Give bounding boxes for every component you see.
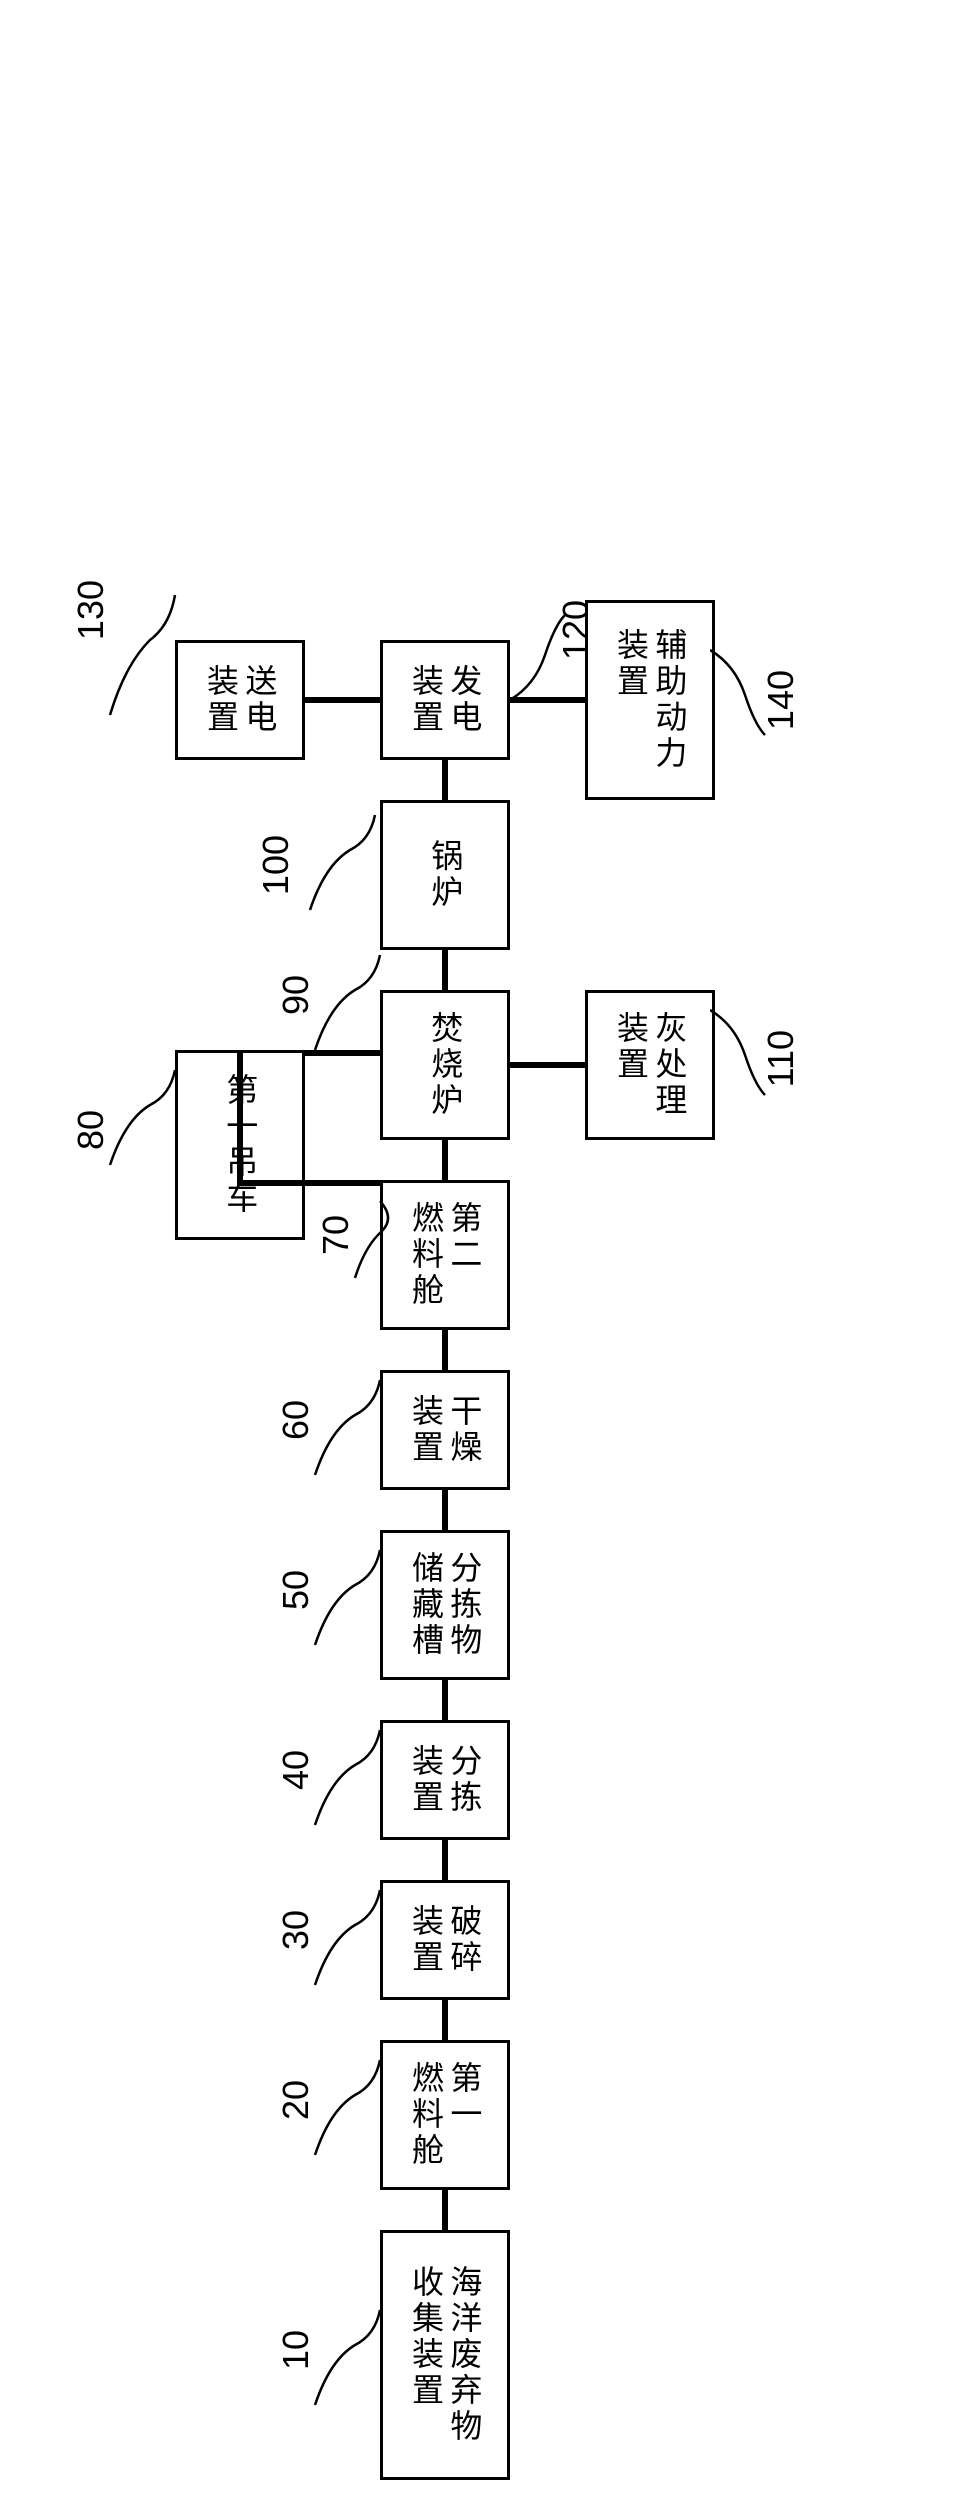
connector-6 [442,1140,448,1180]
leader-10 [510,605,610,765]
connector-2 [442,1840,448,1880]
leader-5 [300,1370,400,1530]
leader-12 [710,1000,810,1160]
node-label-n110: 灰处理 装置 [612,1011,689,1119]
leader-8 [300,945,400,1105]
node-label-n120: 发电 装置 [407,664,484,736]
connector-0 [442,2190,448,2230]
leader-7 [95,1060,195,1220]
node-label-n20: 第一 燃料舱 [407,2061,484,2169]
leader-1 [300,2050,400,2210]
connector-8 [442,760,448,800]
node-label-n130: 送电 装置 [202,664,279,736]
node-label-n50: 分拣物 储藏槽 [407,1551,484,1659]
node-label-n60: 干燥 装置 [407,1394,484,1466]
leader-3 [300,1720,400,1880]
leader-11 [95,585,195,745]
node-label-n40: 分拣 装置 [407,1744,484,1816]
connector-7 [442,950,448,990]
leader-6 [340,1196,440,1356]
node-label-n100: 锅炉 [426,839,464,911]
leader-9 [295,805,395,965]
node-label-n140: 辅助动力 装置 [612,628,689,772]
leader-4 [300,1540,400,1700]
leader-2 [300,1880,400,2040]
connector-5 [442,1330,448,1370]
node-num-n100: 100 [255,835,297,895]
connector-9 [305,697,380,703]
node-label-n90: 焚烧炉 [426,1011,464,1119]
connector-13 [237,1180,380,1186]
connector-12 [237,1050,243,1186]
connector-11 [510,1062,585,1068]
node-n120: 发电 装置 [380,640,510,760]
node-n100: 锅炉 [380,800,510,950]
connector-4 [442,1490,448,1530]
node-label-n10: 海洋废弃物 收集装置 [407,2265,484,2445]
node-label-n30: 破碎 装置 [407,1904,484,1976]
leader-0 [300,2300,400,2460]
connector-3 [442,1680,448,1720]
leader-13 [710,640,810,800]
node-n110: 灰处理 装置 [585,990,715,1140]
connector-1 [442,2000,448,2040]
